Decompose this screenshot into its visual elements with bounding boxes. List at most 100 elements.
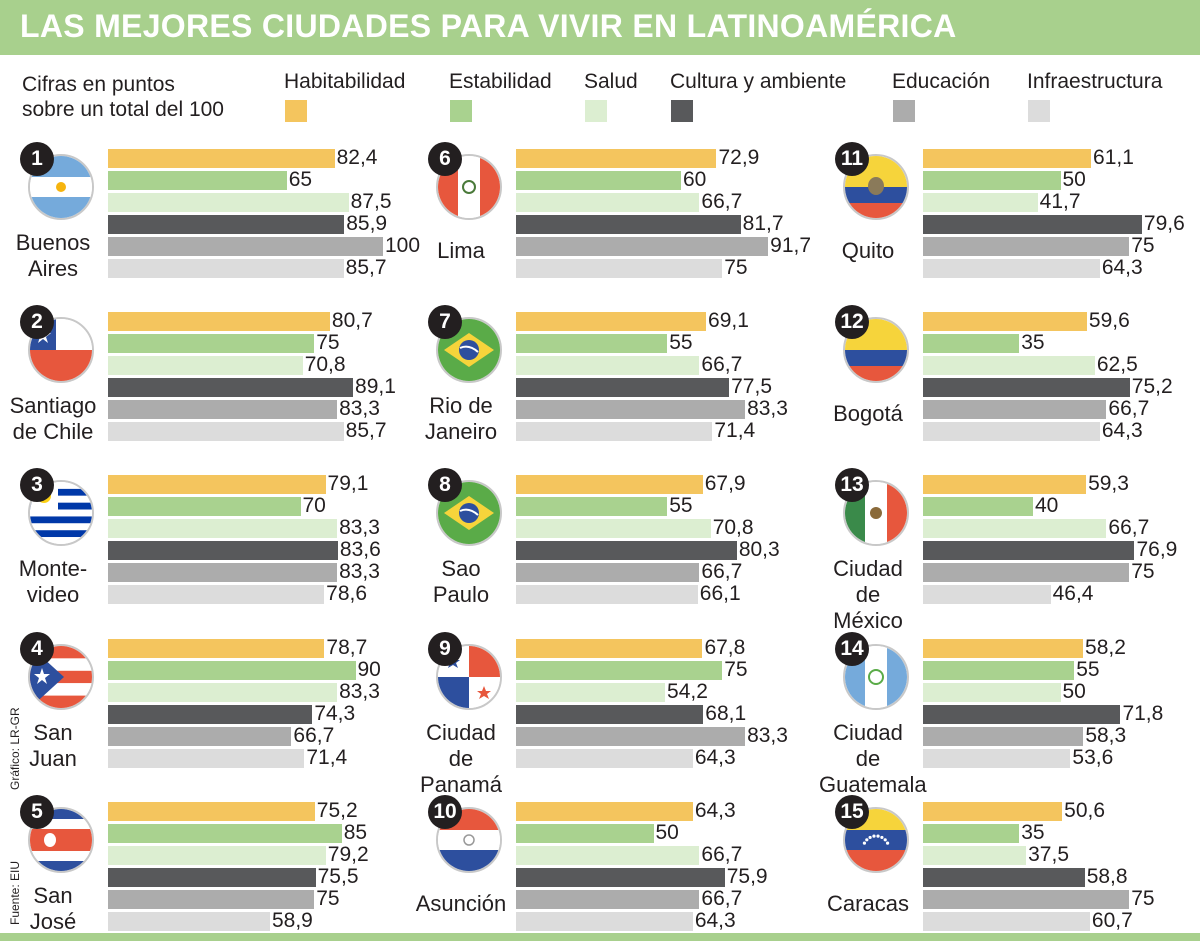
bar-value-label: 83,3 (339, 516, 380, 539)
bar-estabilidad (923, 171, 1061, 190)
bar-value-label: 62,5 (1096, 353, 1138, 376)
city-block: 11 Quito 61,1 50 41,7 79,6 75 64,3 (835, 142, 1200, 292)
bar-value-label: 100 (385, 234, 421, 257)
bar-educaci-n (516, 237, 769, 256)
bar-infraestructura (923, 912, 1090, 931)
bar-cultura-y-ambiente (923, 705, 1121, 724)
legend-item-salud: Salud (584, 70, 638, 122)
bar-habitabilidad (108, 312, 330, 331)
bar-value-label: 75,2 (1131, 375, 1173, 398)
legend-item-estabilidad: Estabilidad (449, 70, 552, 122)
bar-cultura-y-ambiente (923, 215, 1142, 234)
bar-infraestructura (108, 259, 344, 278)
bar-cultura-y-ambiente (516, 215, 741, 234)
bar-educaci-n (108, 400, 338, 419)
city-block: 2 Santiago de Chile 80,7 75 70,8 89,1 83,3 85,7 (10, 305, 410, 455)
bar-educaci-n (516, 727, 746, 746)
bar-estabilidad (108, 497, 301, 516)
bar-salud (923, 846, 1027, 865)
bar-value-label: 85,9 (346, 212, 388, 235)
bar-habitabilidad (516, 639, 703, 658)
city-name: Rio de Janeiro (424, 393, 498, 444)
bar-educaci-n (923, 237, 1130, 256)
rank-badge: 13 (835, 468, 869, 502)
bar-value-label: 80,7 (331, 309, 373, 332)
bar-value-label: 71,4 (714, 419, 756, 442)
bar-value-label: 50 (1062, 680, 1086, 703)
rank-badge: 2 (20, 305, 54, 339)
bar-value-label: 75 (724, 658, 748, 681)
bar-value-label: 54,2 (667, 680, 708, 703)
bar-value-label: 83,3 (747, 724, 788, 747)
bar-value-label: 91,7 (770, 234, 812, 257)
bar-value-label: 79,6 (1143, 212, 1185, 235)
city-name: San José (29, 883, 77, 934)
rank-badge: 15 (835, 795, 869, 829)
legend-item-habitabilidad: Habitabilidad (284, 70, 405, 122)
bar-value-label: 87,5 (350, 190, 392, 213)
bar-estabilidad (516, 497, 668, 516)
bar-infraestructura (516, 259, 723, 278)
bar-value-label: 64,3 (694, 746, 736, 769)
bar-value-label: 58,9 (271, 909, 313, 932)
bar-value-label: 75 (316, 331, 340, 354)
city-block: 6 Lima 72,9 60 66,7 81,7 91,7 75 (428, 142, 818, 292)
bar-value-label: 75,5 (317, 865, 359, 888)
title-bar: LAS MEJORES CIUDADES PARA VIVIR EN LATIN… (0, 0, 1200, 55)
chart-title: LAS MEJORES CIUDADES PARA VIVIR EN LATIN… (20, 8, 957, 44)
bar-habitabilidad (108, 475, 326, 494)
bar-value-label: 83,3 (339, 397, 380, 420)
bar-cultura-y-ambiente (108, 868, 316, 887)
bar-value-label: 83,3 (339, 680, 380, 703)
bar-value-label: 80,3 (738, 538, 780, 561)
city-name: Buenos Aires (15, 230, 91, 281)
bar-value-label: 75 (316, 887, 340, 910)
bar-value-label: 67,9 (704, 472, 746, 495)
rank-badge: 6 (428, 142, 462, 176)
bar-value-label: 66,7 (701, 887, 743, 910)
city-name: Monte- video (18, 556, 88, 607)
bar-infraestructura (516, 912, 693, 931)
bar-value-label: 75 (1131, 234, 1155, 257)
bar-infraestructura (923, 422, 1100, 441)
bar-infraestructura (516, 749, 693, 768)
bar-value-label: 90 (357, 658, 381, 681)
bar-value-label: 71,8 (1122, 702, 1164, 725)
bar-estabilidad (516, 171, 681, 190)
bar-value-label: 55 (669, 331, 693, 354)
bar-value-label: 83,3 (339, 560, 380, 583)
bar-value-label: 50 (1062, 168, 1086, 191)
city-block: 8 Sao Paulo 67,9 55 70,8 80,3 66,7 66,1 (428, 468, 818, 618)
legend-swatch (585, 100, 607, 122)
rank-badge: 7 (428, 305, 462, 339)
bar-educaci-n (923, 727, 1084, 746)
bar-educaci-n (923, 890, 1130, 909)
rank-badge: 12 (835, 305, 869, 339)
bar-habitabilidad (108, 802, 315, 821)
colombia-flag-icon (843, 317, 909, 383)
bar-infraestructura (108, 422, 344, 441)
legend-swatch (671, 100, 693, 122)
bar-value-label: 83,6 (339, 538, 381, 561)
rank-badge: 9 (428, 632, 462, 666)
bar-value-label: 66,7 (1108, 397, 1150, 420)
city-name: Sao Paulo (432, 556, 490, 607)
rank-badge: 11 (835, 142, 869, 176)
city-block: 9 Ciudad de Panamá 67,8 75 54,2 68,1 83,3 64,3 (420, 632, 818, 797)
bar-value-label: 78,7 (326, 636, 368, 659)
bar-educaci-n (108, 727, 292, 746)
bar-habitabilidad (923, 802, 1063, 821)
city-name: Ciudad de Panamá (420, 720, 502, 797)
city-block: 7 Rio de Janeiro 69,1 55 66,7 77,5 83,3 71,4 (425, 305, 818, 455)
bar-salud (516, 683, 666, 702)
bar-estabilidad (108, 171, 287, 190)
bar-habitabilidad (108, 149, 335, 168)
bar-salud (108, 519, 338, 538)
bar-salud (923, 683, 1061, 702)
bar-value-label: 78,6 (326, 582, 368, 605)
legend-swatch (285, 100, 307, 122)
bar-value-label: 85,7 (345, 419, 387, 442)
city-block: 10 Asunción 64,3 50 66,7 75,9 66,7 64,3 (416, 795, 818, 945)
legend-label: Educación (892, 70, 991, 93)
